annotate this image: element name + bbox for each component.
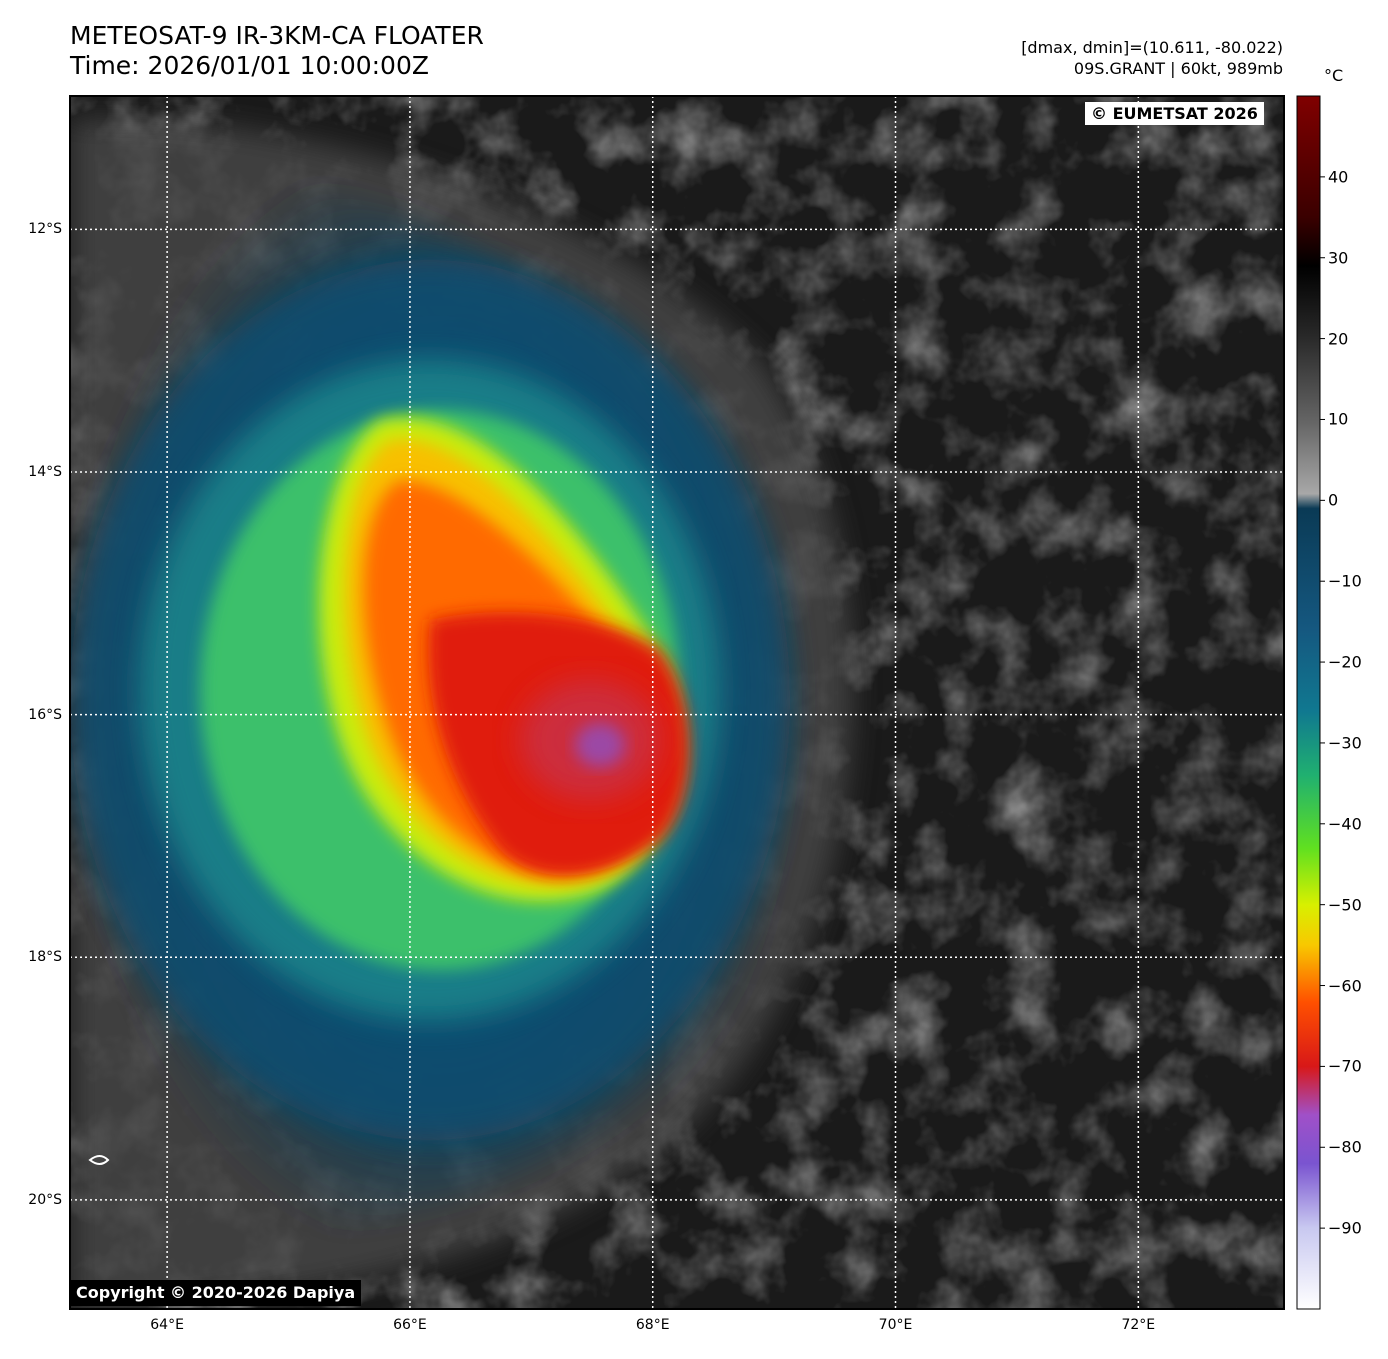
map-frame xyxy=(69,95,1285,1310)
colorbar-tick-label: 30 xyxy=(1328,248,1349,268)
colorbar-tick-label: −80 xyxy=(1328,1137,1362,1157)
colorbar-unit: °C xyxy=(1324,66,1344,85)
map-gridlines xyxy=(70,96,1284,1309)
eumetsat-credit: © EUMETSAT 2026 xyxy=(1085,102,1264,125)
colorbar-tick-label: −60 xyxy=(1328,976,1362,996)
ir-imagery xyxy=(70,96,1284,1309)
lat-tick-label: 20°S xyxy=(28,1191,62,1208)
colorbar-tick-label: −50 xyxy=(1328,895,1362,915)
colorbar-tick-label: 0 xyxy=(1328,490,1339,510)
lon-tick-label: 66°E xyxy=(393,1317,427,1333)
colorbar-tick-label: 20 xyxy=(1328,329,1349,349)
lon-tick-label: 70°E xyxy=(878,1317,913,1333)
colorbar-tick-label: 10 xyxy=(1328,409,1349,429)
colorbar-tick-label: −40 xyxy=(1328,814,1362,834)
lon-tick-label: 68°E xyxy=(635,1317,670,1333)
lon-tick-label: 64°E xyxy=(150,1317,184,1333)
lon-tick-label: 72°E xyxy=(1121,1317,1156,1333)
lat-tick-label: 18°S xyxy=(28,949,62,966)
colorbar xyxy=(1296,95,1321,1310)
map-title: METEOSAT-9 IR-3KM-CA FLOATER xyxy=(70,21,484,50)
colorbar-tick-label: −70 xyxy=(1328,1056,1362,1076)
colorbar-tick-label: −10 xyxy=(1328,571,1362,591)
colorbar-tick-label: 40 xyxy=(1328,167,1349,187)
colorbar-tick-label: −90 xyxy=(1328,1218,1362,1238)
colorbar-ticks xyxy=(1320,176,1325,1229)
lat-tick-label: 16°S xyxy=(28,706,62,723)
dapiya-credit: Copyright © 2020-2026 Dapiya xyxy=(70,1280,362,1306)
data-range-info: [dmax, dmin]=(10.611, -80.022) xyxy=(1021,38,1283,57)
storm-info: 09S.GRANT | 60kt, 989mb xyxy=(1073,59,1283,78)
map-time: Time: 2026/01/01 10:00:00Z xyxy=(70,51,429,80)
colorbar-tick-label: −30 xyxy=(1328,733,1362,753)
colorbar-tick-label: −20 xyxy=(1328,652,1362,672)
lat-tick-label: 12°S xyxy=(28,221,62,238)
lat-tick-label: 14°S xyxy=(28,464,62,481)
island-outline xyxy=(88,1155,110,1165)
